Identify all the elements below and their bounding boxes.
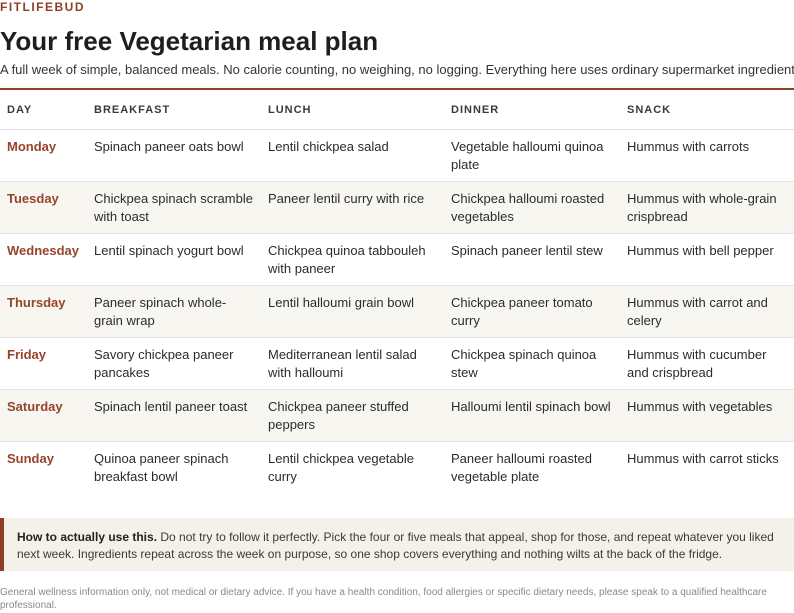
table-row: Thursday Paneer spinach whole-grain wrap… [0, 285, 794, 338]
day-cell: Tuesday [0, 181, 87, 234]
breakfast-cell: Spinach paneer oats bowl [87, 129, 261, 182]
day-cell: Sunday [7, 451, 54, 466]
dinner-cell: Vegetable halloumi quinoa plate [444, 129, 620, 182]
snack-cell: Hummus with bell pepper [620, 233, 794, 286]
header-breakfast: BREAKFAST [87, 90, 261, 130]
snack-cell: Hummus with cucumber and crispbread [620, 337, 794, 390]
snack-cell: Hummus with vegetables [620, 389, 794, 442]
day-cell: Friday [0, 337, 87, 390]
header-snack: SNACK [620, 90, 794, 130]
meal-plan-table: DAY BREAKFAST LUNCH DINNER SNACK Monday … [0, 90, 794, 494]
table-row: Monday Spinach paneer oats bowl Lentil c… [0, 129, 794, 182]
lunch-cell: Mediterranean lentil salad with halloumi [261, 337, 444, 390]
brand-name: FITLIFEBUD [0, 0, 85, 14]
lunch-cell: Chickpea paneer stuffed peppers [261, 389, 444, 442]
page-subtitle: A full week of simple, balanced meals. N… [0, 62, 794, 77]
lunch-cell: Lentil chickpea vegetable curry [268, 451, 414, 484]
dinner-cell: Halloumi lentil spinach bowl [444, 389, 620, 442]
lunch-cell: Lentil halloumi grain bowl [261, 285, 444, 338]
day-cell: Monday [0, 129, 87, 182]
header-dinner: DINNER [444, 90, 620, 130]
breakfast-cell: Paneer spinach whole-grain wrap [87, 285, 261, 338]
breakfast-cell: Chickpea spinach scramble with toast [87, 181, 261, 234]
day-cell: Thursday [0, 285, 87, 338]
table-row: Tuesday Chickpea spinach scramble with t… [0, 181, 794, 234]
dinner-cell: Chickpea paneer tomato curry [444, 285, 620, 338]
usage-tip-callout: How to actually use this. Do not try to … [0, 518, 794, 571]
snack-cell: Hummus with whole-grain crispbread [620, 181, 794, 234]
header-day: DAY [0, 90, 87, 130]
table-row: Friday Savory chickpea paneer pancakes M… [0, 337, 794, 390]
lunch-cell: Paneer lentil curry with rice [261, 181, 444, 234]
lunch-cell: Chickpea quinoa tabbouleh with paneer [261, 233, 444, 286]
dinner-cell: Spinach paneer lentil stew [444, 233, 620, 286]
dinner-cell: Paneer halloumi roasted vegetable plate [451, 451, 592, 484]
usage-tip-text: Do not try to follow it perfectly. Pick … [17, 530, 774, 561]
snack-cell: Hummus with carrot and celery [620, 285, 794, 338]
lunch-cell: Lentil chickpea salad [261, 129, 444, 182]
breakfast-cell: Savory chickpea paneer pancakes [87, 337, 261, 390]
day-cell: Saturday [0, 389, 87, 442]
table-header-row: DAY BREAKFAST LUNCH DINNER SNACK [0, 90, 794, 130]
breakfast-cell: Spinach lentil paneer toast [87, 389, 261, 442]
dinner-cell: Chickpea spinach quinoa stew [444, 337, 620, 390]
page-title: Your free Vegetarian meal plan [0, 26, 379, 56]
table-row: Sunday Quinoa paneer spinach breakfast b… [0, 442, 794, 494]
breakfast-cell: Quinoa paneer spinach breakfast bowl [94, 451, 229, 484]
day-cell: Wednesday [0, 233, 87, 286]
dinner-cell: Chickpea halloumi roasted vegetables [444, 181, 620, 234]
snack-cell: Hummus with carrot sticks [627, 451, 779, 466]
table-row: Wednesday Lentil spinach yogurt bowl Chi… [0, 233, 794, 286]
snack-cell: Hummus with carrots [620, 129, 794, 182]
breakfast-cell: Lentil spinach yogurt bowl [87, 233, 261, 286]
usage-tip-heading: How to actually use this. [17, 530, 158, 544]
header-lunch: LUNCH [261, 90, 444, 130]
table-row: Saturday Spinach lentil paneer toast Chi… [0, 389, 794, 442]
header-divider [0, 88, 794, 90]
disclaimer-text: General wellness information only, not m… [0, 587, 767, 611]
